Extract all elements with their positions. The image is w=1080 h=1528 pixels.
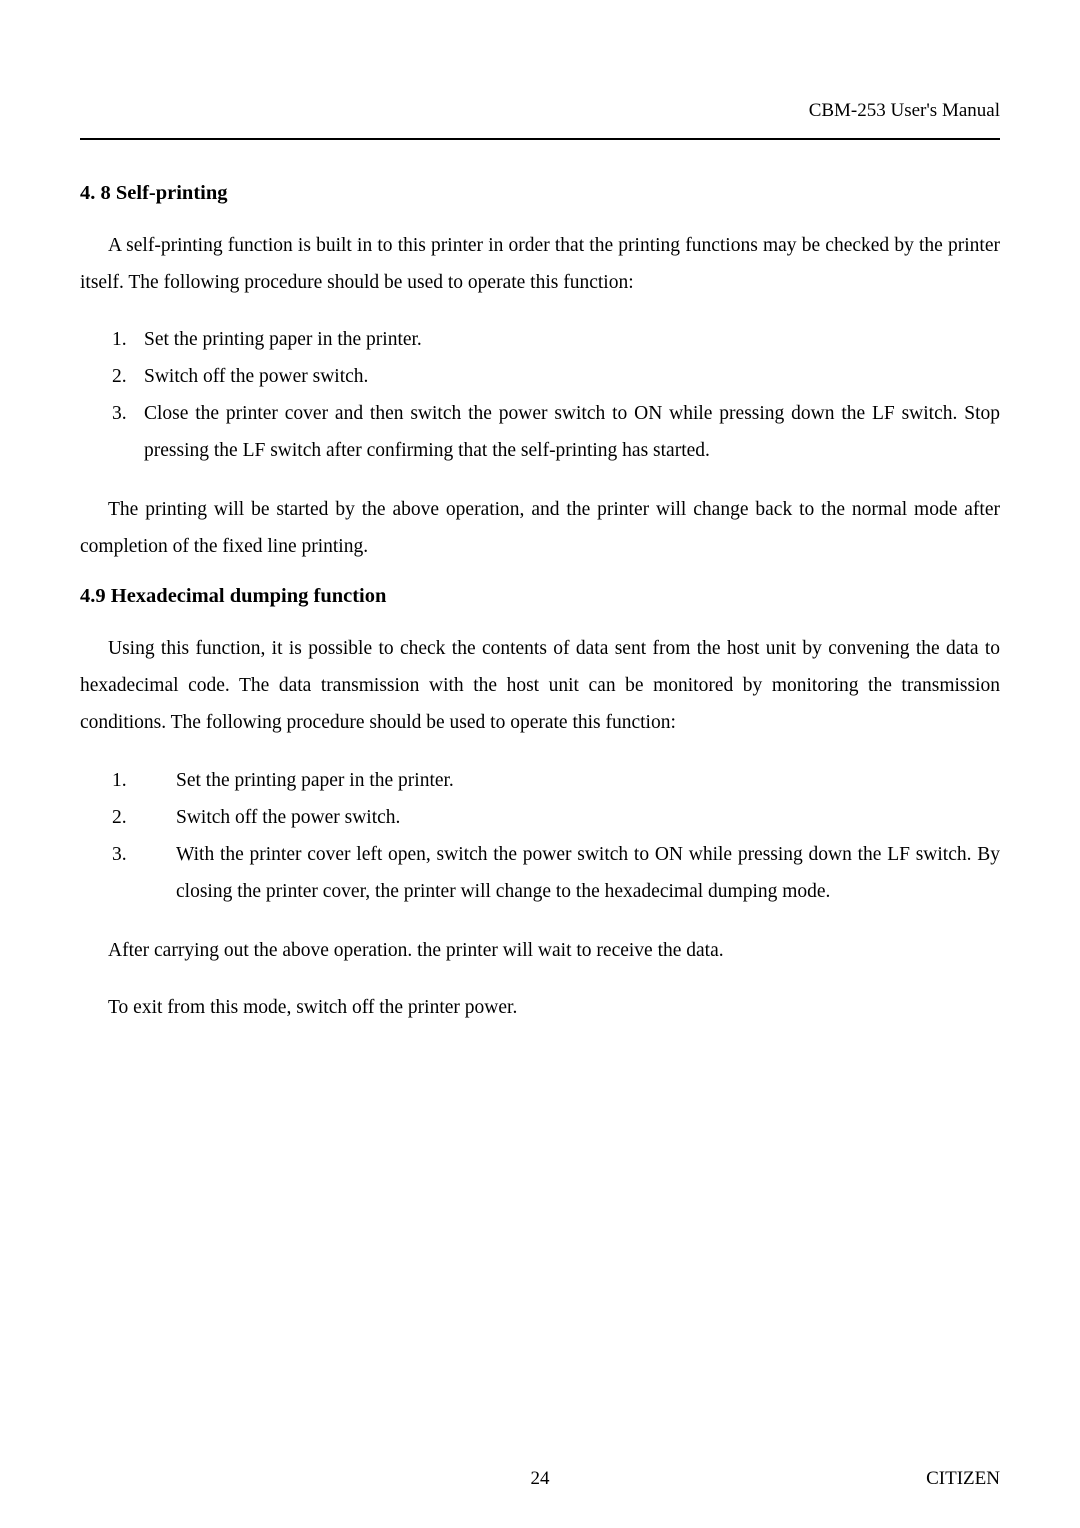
step-text: Switch off the power switch.	[144, 358, 1000, 395]
step-number: 2.	[112, 358, 144, 395]
step-number: 1.	[112, 321, 144, 358]
list-item: 1. Set the printing paper in the printer…	[112, 762, 1000, 799]
manual-title: CBM-253 User's Manual	[809, 100, 1000, 122]
step-text: With the printer cover left open, switch…	[176, 836, 1000, 910]
step-text: Switch off the power switch.	[176, 799, 1000, 836]
section-49-intro: Using this function, it is possible to c…	[80, 630, 1000, 741]
section-49-line1: After carrying out the above operation. …	[80, 932, 1000, 969]
section-49-line2: To exit from this mode, switch off the p…	[80, 989, 1000, 1026]
section-48-heading: 4. 8 Self-printing	[80, 182, 1000, 205]
step-number: 3.	[112, 836, 176, 910]
section-48-outro: The printing will be started by the abov…	[80, 491, 1000, 565]
step-number: 2.	[112, 799, 176, 836]
step-text: Set the printing paper in the printer.	[176, 762, 1000, 799]
page-header: CBM-253 User's Manual	[80, 100, 1000, 140]
section-49-heading: 4.9 Hexadecimal dumping function	[80, 585, 1000, 608]
section-49-steps: 1. Set the printing paper in the printer…	[112, 762, 1000, 910]
list-item: 1. Set the printing paper in the printer…	[112, 321, 1000, 358]
step-text: Set the printing paper in the printer.	[144, 321, 1000, 358]
list-item: 3. With the printer cover left open, swi…	[112, 836, 1000, 910]
list-item: 2. Switch off the power switch.	[112, 358, 1000, 395]
step-text: Close the printer cover and then switch …	[144, 395, 1000, 469]
list-item: 2. Switch off the power switch.	[112, 799, 1000, 836]
section-48-steps: 1. Set the printing paper in the printer…	[112, 321, 1000, 469]
header-rule	[80, 138, 1000, 140]
page-number: 24	[531, 1468, 550, 1490]
page-body: CBM-253 User's Manual 4. 8 Self-printing…	[0, 0, 1080, 1106]
footer-brand: CITIZEN	[926, 1468, 1000, 1490]
section-48-intro: A self-printing function is built in to …	[80, 227, 1000, 301]
list-item: 3. Close the printer cover and then swit…	[112, 395, 1000, 469]
step-number: 1.	[112, 762, 176, 799]
step-number: 3.	[112, 395, 144, 469]
